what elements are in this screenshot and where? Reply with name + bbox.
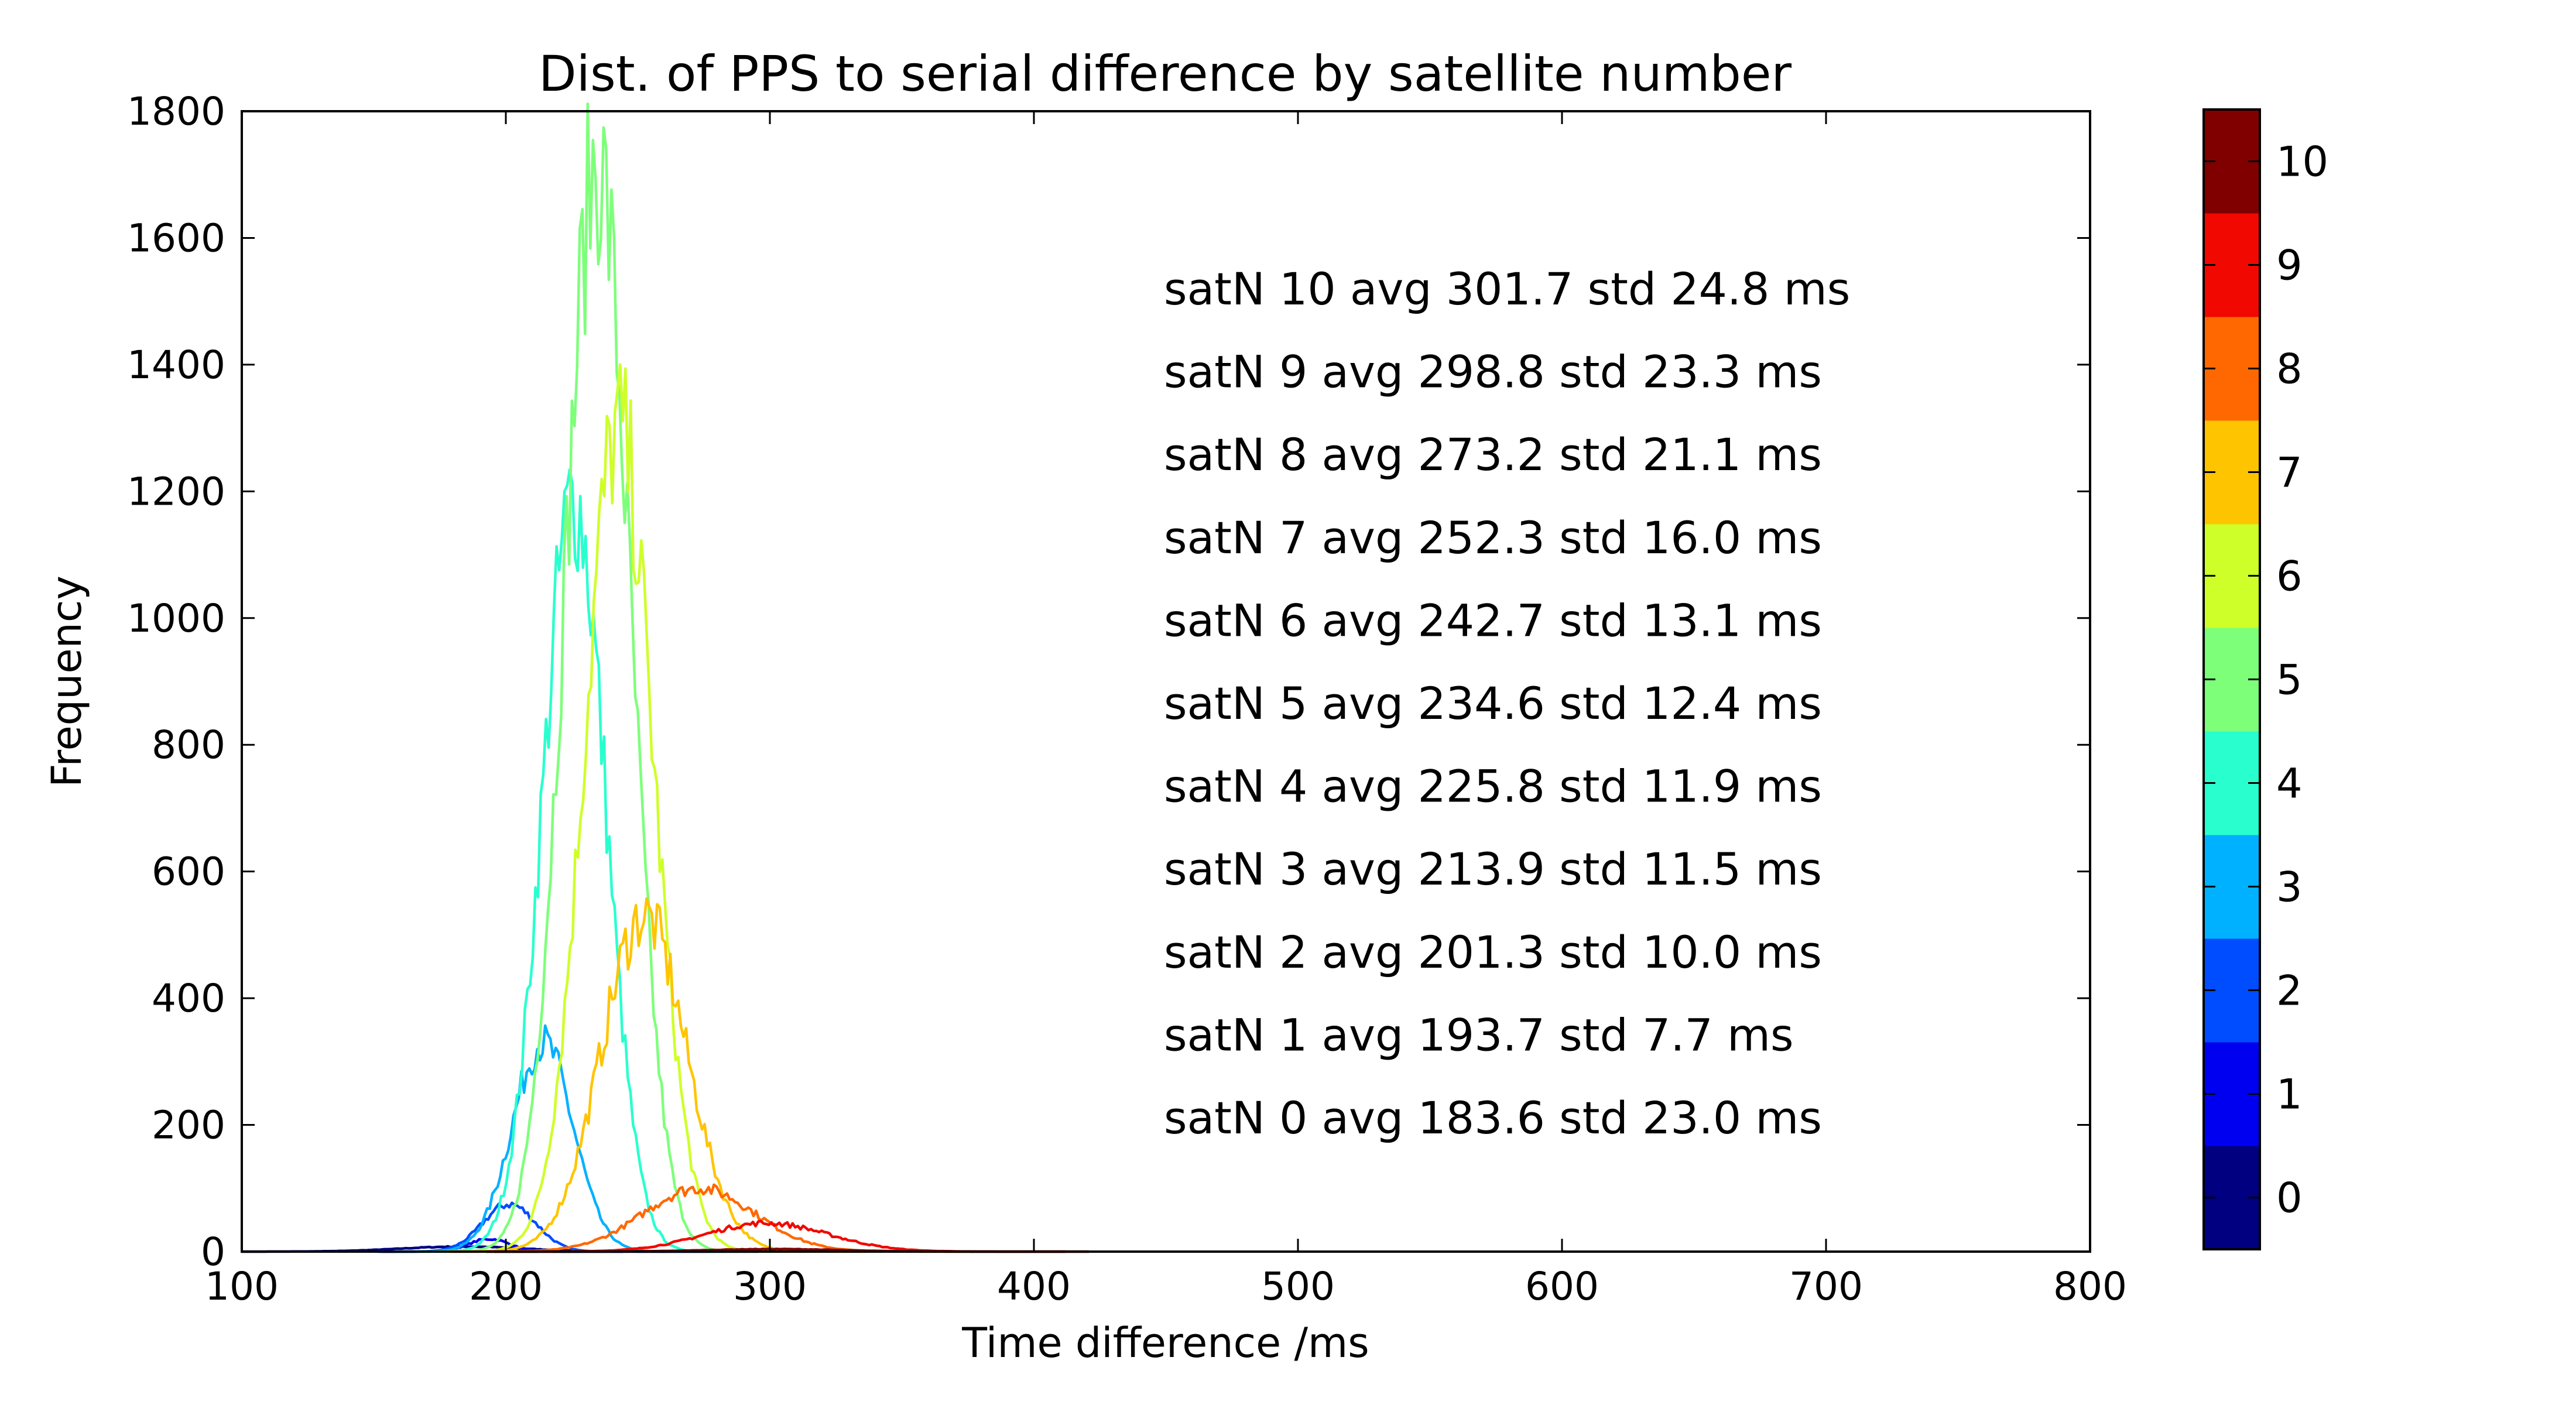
y-tick-label: 1400 [127,342,225,388]
colorbar: 0 1 2 3 4 5 6 7 8 9 10 [2202,108,2328,1250]
colorbar-label: 4 [2276,760,2303,808]
stat-annotation-satN-3: satN 3 avg 213.9 std 11.5 ms [1164,843,1822,895]
colorbar-label: 3 [2276,863,2303,911]
series-line-satN-9 [494,1219,1066,1253]
plot-frame [241,110,2091,1253]
x-axis-label: Time difference /ms [961,1319,1369,1367]
colorbar-label: 7 [2276,449,2303,497]
x-tick-label: 600 [1525,1264,1599,1309]
y-axis: 0 200 400 600 800 1000 1200 1400 1600 1800 [127,89,2090,1274]
colorbar-label: 9 [2276,242,2303,290]
chart-title: Dist. of PPS to serial difference by sat… [539,45,1792,102]
y-tick-label: 1200 [127,469,225,514]
stat-annotation-satN-10: satN 10 avg 301.7 std 24.8 ms [1164,263,1850,315]
y-axis-label: Frequency [43,575,91,787]
colorbar-label: 1 [2276,1071,2303,1119]
series-line-satN-4 [422,468,753,1253]
colorbar-label: 10 [2276,138,2328,186]
plot-lines [242,102,1090,1253]
y-tick-label: 1000 [127,596,225,641]
x-tick-label: 300 [733,1264,807,1309]
stat-annotation-satN-5: satN 5 avg 234.6 std 12.4 ms [1164,677,1822,729]
y-tick-label: 1600 [127,215,225,261]
x-tick-label: 400 [997,1264,1071,1309]
colorbar-label: 0 [2276,1174,2303,1222]
stat-annotation-satN-6: satN 6 avg 242.7 std 13.1 ms [1164,594,1822,646]
stat-annotation-satN-1: satN 1 avg 193.7 std 7.7 ms [1164,1009,1794,1061]
y-tick-label: 600 [152,849,225,895]
colorbar-label: 2 [2276,967,2303,1015]
stat-annotation-satN-8: satN 8 avg 273.2 std 21.1 ms [1164,429,1822,481]
y-tick-label: 200 [152,1103,225,1148]
x-axis: 100 200 300 400 500 600 700 800 [205,111,2127,1309]
y-tick-label: 400 [152,976,225,1021]
stat-annotation-satN-7: satN 7 avg 252.3 std 16.0 ms [1164,512,1822,564]
colorbar-label: 5 [2276,656,2303,704]
colorbar-label: 8 [2276,345,2303,393]
x-tick-label: 500 [1261,1264,1335,1309]
series-line-satN-5 [440,102,782,1253]
y-tick-label: 800 [152,722,225,767]
stat-annotation-satN-2: satN 2 avg 201.3 std 10.0 ms [1164,926,1822,978]
y-tick-label: 0 [201,1229,225,1274]
x-tick-label: 200 [469,1264,543,1309]
y-tick-label: 1800 [127,89,225,134]
x-tick-label: 100 [205,1264,279,1309]
series-line-satN-7 [448,897,866,1253]
stat-annotation-satN-4: satN 4 avg 225.8 std 11.9 ms [1164,760,1822,813]
x-tick-label: 700 [1789,1264,1863,1309]
stat-annotations: satN 0 avg 183.6 std 23.0 ms satN 1 avg 1… [1164,263,1850,1144]
stat-annotation-satN-9: satN 9 avg 298.8 std 23.3 ms [1164,346,1822,398]
x-tick-label: 800 [2053,1264,2127,1309]
colorbar-label: 6 [2276,553,2303,601]
stat-annotation-satN-0: satN 0 avg 183.6 std 23.0 ms [1164,1092,1822,1144]
